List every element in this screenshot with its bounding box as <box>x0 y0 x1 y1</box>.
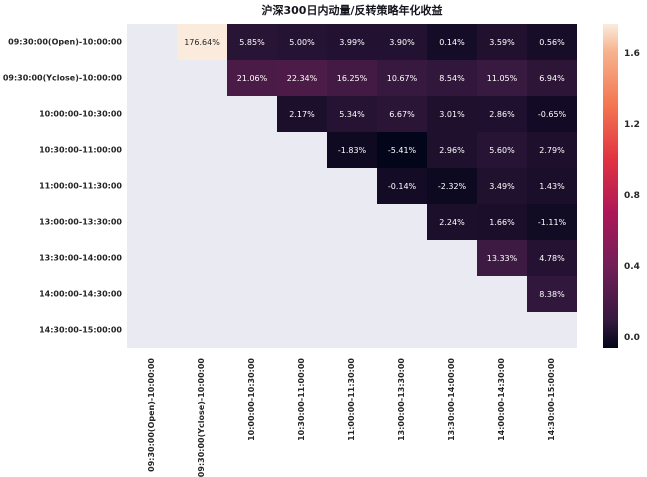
chart-title: 沪深300日内动量/反转策略年化收益 <box>261 4 443 17</box>
heatmap-cell: 6.94% <box>527 60 577 96</box>
heatmap-cell: -1.11% <box>527 204 577 240</box>
heatmap-cell: 22.34% <box>277 60 327 96</box>
heatmap-cell: -0.65% <box>527 96 577 132</box>
heatmap-cell: 5.00% <box>277 24 327 60</box>
heatmap-cell: -1.83% <box>327 132 377 168</box>
heatmap-cell: 16.25% <box>327 60 377 96</box>
heatmap-cell: 3.90% <box>377 24 427 60</box>
x-tick-label: 11:00:00-11:30:00 <box>347 358 356 441</box>
y-tick-label: 10:30:00-11:00:00 <box>39 145 122 155</box>
y-tick-label: 14:30:00-15:00:00 <box>39 325 122 335</box>
heatmap-cell: 2.96% <box>427 132 477 168</box>
heatmap-cell: 3.49% <box>477 168 527 204</box>
heatmap-cell: 0.14% <box>427 24 477 60</box>
heatmap-cell: -0.14% <box>377 168 427 204</box>
heatmap-cell: 5.34% <box>327 96 377 132</box>
heatmap-cell: 10.67% <box>377 60 427 96</box>
heatmap-cell: -2.32% <box>427 168 477 204</box>
y-tick-label: 09:30:00(Open)-10:00:00 <box>8 37 122 47</box>
heatmap-cell: 13.33% <box>477 240 527 276</box>
heatmap-cell: 0.56% <box>527 24 577 60</box>
y-tick-label: 09:30:00(Yclose)-10:00:00 <box>2 73 122 83</box>
y-tick-label: 13:00:00-13:30:00 <box>39 217 122 227</box>
x-axis: 09:30:00(Open)-10:00:00 09:30:00(Yclose)-… <box>127 358 577 477</box>
x-tick-label: 14:00:00-14:30:00 <box>497 358 506 441</box>
x-tick-label: 10:00:00-10:30:00 <box>247 358 256 441</box>
x-tick-label: 09:30:00(Yclose)-10:00:00 <box>197 358 206 477</box>
heatmap-cell: 5.60% <box>477 132 527 168</box>
heatmap-cell: 6.67% <box>377 96 427 132</box>
heatmap-cell: 3.99% <box>327 24 377 60</box>
y-axis: 09:30:00(Open)-10:00:00 09:30:00(Yclose)-… <box>0 24 122 348</box>
heatmap-cell: 1.66% <box>477 204 527 240</box>
colorbar-tick-label: 1.6 <box>624 48 640 59</box>
heatmap-cell: 8.38% <box>527 276 577 312</box>
colorbar-tick-label: 0.4 <box>624 262 640 273</box>
heatmap-cell: 1.43% <box>527 168 577 204</box>
heatmap-cell: 2.17% <box>277 96 327 132</box>
y-tick-label: 10:00:00-10:30:00 <box>39 109 122 119</box>
x-tick-label: 10:30:00-11:00:00 <box>297 358 306 441</box>
x-tick-label: 13:30:00-14:00:00 <box>447 358 456 441</box>
heatmap-cell: 2.79% <box>527 132 577 168</box>
heatmap-cell: 176.64% <box>177 24 227 60</box>
heatmap-cell: 3.59% <box>477 24 527 60</box>
colorbar-tick-label: 0.0 <box>624 333 640 344</box>
heatmap-cell: -5.41% <box>377 132 427 168</box>
x-tick-label: 13:00:00-13:30:00 <box>397 358 406 441</box>
x-tick-label: 14:30:00-15:00:00 <box>547 358 556 441</box>
heatmap-cell: 11.05% <box>477 60 527 96</box>
heatmap-cell: 5.85% <box>227 24 277 60</box>
x-tick-label: 09:30:00(Open)-10:00:00 <box>147 358 156 472</box>
heatmap-grid: 176.64% 5.85% 5.00% 3.99% 3.90% 0.14% 3.59% 0.5… <box>127 24 577 348</box>
y-tick-label: 11:00:00-11:30:00 <box>39 181 122 191</box>
heatmap-cell: 21.06% <box>227 60 277 96</box>
y-tick-label: 14:00:00-14:30:00 <box>39 289 122 299</box>
heatmap-cell: 2.24% <box>427 204 477 240</box>
heatmap-cell: 8.54% <box>427 60 477 96</box>
heatmap-cell: 3.01% <box>427 96 477 132</box>
y-tick-label: 13:30:00-14:00:00 <box>39 253 122 263</box>
colorbar-tick-label: 1.2 <box>624 119 640 130</box>
heatmap-cell: 2.86% <box>477 96 527 132</box>
heatmap-cell: 4.78% <box>527 240 577 276</box>
colorbar-tick-label: 0.8 <box>624 190 640 201</box>
colorbar <box>603 24 618 348</box>
